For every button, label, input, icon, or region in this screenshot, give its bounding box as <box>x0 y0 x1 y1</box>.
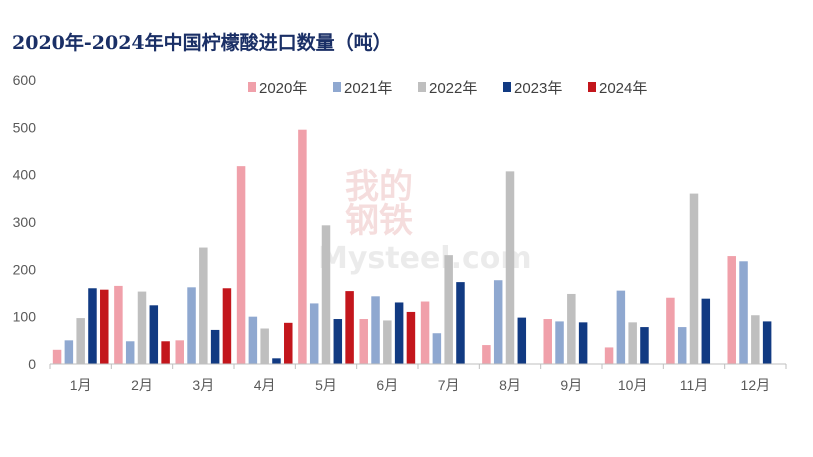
bar-2020年-7月 <box>420 301 430 364</box>
bar-2023年-5月 <box>333 319 343 364</box>
bar-2020年-10月 <box>604 347 614 364</box>
y-tick-label: 300 <box>13 214 37 230</box>
x-tick-label: 5月 <box>315 377 337 393</box>
legend-label: 2022年 <box>429 80 477 97</box>
x-tick-label: 9月 <box>560 377 582 393</box>
legend-label: 2023年 <box>514 80 562 97</box>
bar-2024年-3月 <box>222 288 232 364</box>
bar-2020年-2月 <box>114 285 123 364</box>
bar-2023年-4月 <box>272 358 281 364</box>
chart-title: 2020年-2024年中国柠檬酸进口数量（吨） <box>12 32 392 54</box>
bar-2022年-7月 <box>444 255 453 364</box>
bar-2020年-6月 <box>359 319 368 364</box>
bar-2023年-10月 <box>640 327 649 364</box>
x-axis: 1月 2月 3月 4月 5月 6月 7月 8月 9月 10月 11月 12月 <box>49 364 787 393</box>
bar-2024年-6月 <box>406 311 416 364</box>
legend-swatch <box>248 82 256 92</box>
x-tick-label: 8月 <box>499 377 521 393</box>
bar-2021年-2月 <box>125 341 135 364</box>
bar-2021年-12月 <box>739 261 748 364</box>
bar-2023年-11月 <box>701 298 711 364</box>
bar-2021年-4月 <box>248 316 258 364</box>
bar-2023年-6月 <box>394 302 404 364</box>
bar-2022年-11月 <box>689 193 699 364</box>
legend-swatch <box>333 82 341 92</box>
bar-2023年-2月 <box>149 305 159 364</box>
legend-swatch <box>588 82 596 92</box>
y-tick-label: 100 <box>13 309 37 325</box>
bar-2022年-5月 <box>321 225 331 364</box>
y-tick-label: 600 <box>13 72 37 88</box>
bar-2022年-3月 <box>199 247 208 364</box>
bar-2020年-5月 <box>298 129 307 364</box>
bar-2020年-4月 <box>236 166 246 364</box>
bar-2023年-7月 <box>456 282 465 364</box>
x-tick-label: 6月 <box>376 377 398 393</box>
bar-2021年-8月 <box>493 280 503 364</box>
bar-2022年-2月 <box>137 291 147 364</box>
x-tick-label: 12月 <box>741 377 771 393</box>
y-tick-label: 0 <box>28 356 36 372</box>
watermark-line2: 钢铁 <box>345 201 413 241</box>
bar-2024年-1月 <box>100 289 109 364</box>
x-tick-label: 1月 <box>70 377 92 393</box>
bar-2021年-11月 <box>677 327 687 364</box>
bar-2022年-12月 <box>751 315 760 364</box>
bar-2021年-1月 <box>64 340 74 364</box>
bar-2023年-12月 <box>762 321 772 364</box>
watermark-line3: Mysteel.com <box>318 241 532 276</box>
bar-2021年-7月 <box>432 333 442 364</box>
bar-2023年-8月 <box>517 317 527 364</box>
legend-label: 2024年 <box>599 80 647 97</box>
x-tick-label: 11月 <box>680 377 709 393</box>
bar-2020年-12月 <box>727 256 736 364</box>
x-tick-label: 3月 <box>192 377 214 393</box>
bars <box>52 129 772 364</box>
y-tick-label: 400 <box>13 167 37 183</box>
bar-2024年-4月 <box>284 322 293 364</box>
y-axis: 0 100 200 300 400 500 600 <box>13 72 37 372</box>
y-tick-label: 200 <box>13 261 37 277</box>
bar-2022年-1月 <box>76 318 85 364</box>
bar-2020年-3月 <box>175 340 184 364</box>
bar-2022年-9月 <box>567 293 576 364</box>
x-tick-label: 2月 <box>131 377 153 393</box>
x-tick-label: 10月 <box>618 377 648 393</box>
bar-2024年-5月 <box>345 291 354 364</box>
legend-swatch <box>503 82 511 92</box>
bar-2020年-8月 <box>482 345 491 364</box>
bar-2020年-1月 <box>52 349 62 364</box>
bar-2024年-2月 <box>161 341 170 364</box>
bar-2022年-6月 <box>383 320 392 364</box>
y-tick-label: 500 <box>13 119 37 135</box>
bar-2021年-6月 <box>371 296 380 364</box>
bar-2021年-9月 <box>555 321 564 364</box>
watermark-line1: 我的 <box>345 167 413 207</box>
bar-2021年-10月 <box>616 290 626 364</box>
bar-2022年-4月 <box>260 328 269 364</box>
bar-2020年-9月 <box>543 319 552 364</box>
x-tick-label: 7月 <box>438 377 460 393</box>
legend-label: 2021年 <box>344 80 392 97</box>
bar-2022年-8月 <box>505 171 515 364</box>
bar-2022年-10月 <box>628 322 637 364</box>
legend-label: 2020年 <box>259 80 307 97</box>
watermark: 我的 钢铁 Mysteel.com <box>318 167 532 276</box>
bar-2021年-3月 <box>187 287 196 364</box>
bar-2023年-3月 <box>210 329 220 364</box>
bar-2023年-9月 <box>578 322 588 364</box>
legend-swatch <box>418 82 426 92</box>
bar-2021年-5月 <box>309 303 319 364</box>
bar-2023年-1月 <box>88 288 97 364</box>
bar-2020年-11月 <box>666 297 675 364</box>
x-tick-label: 4月 <box>254 377 276 393</box>
legend: 2020年 2021年 2022年 2023年 2024年 <box>248 80 647 97</box>
